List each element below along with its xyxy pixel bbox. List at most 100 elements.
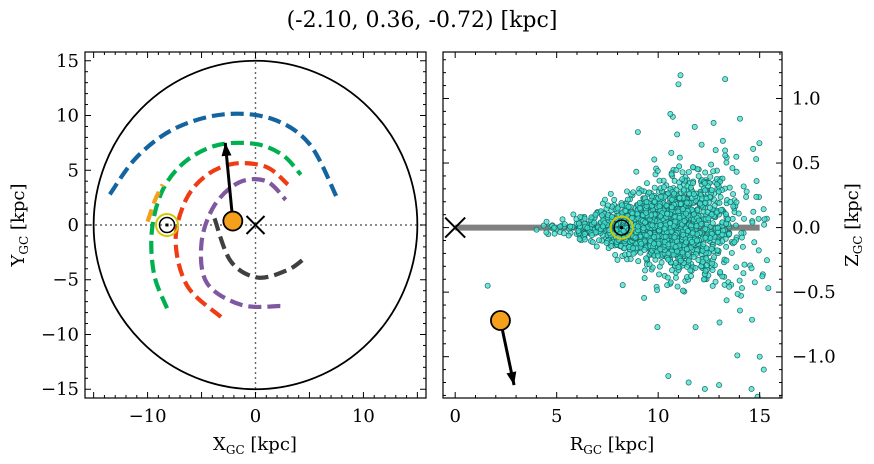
scatter-point [612, 251, 619, 258]
left-xtick-label: −10 [129, 406, 167, 427]
scatter-point [734, 290, 741, 297]
scatter-point [695, 257, 702, 263]
scatter-point [706, 204, 713, 211]
scatter-outlier [677, 72, 684, 79]
scatter-point [649, 222, 656, 229]
scatter-point [692, 265, 699, 271]
scatter-point [675, 264, 682, 271]
scatter-point [730, 203, 737, 210]
scatter-point [710, 168, 717, 175]
galactic-disk-boundary [92, 59, 419, 391]
scatter-point [618, 202, 625, 209]
left-ticks: −10 0 10 −15 −10 −5 0 5 10 15 [41, 51, 426, 427]
scatter-point [741, 261, 748, 268]
right-xtick-label: 5 [551, 406, 562, 427]
scatter-point [650, 240, 657, 247]
scatter-point [633, 168, 640, 175]
scatter-point [656, 271, 662, 278]
scatter-outlier [685, 379, 692, 386]
scatter-point [730, 191, 736, 198]
scatter-point [753, 156, 760, 163]
scatter-point [667, 220, 674, 227]
scatter-point [543, 229, 550, 236]
scatter-point [611, 196, 618, 203]
scatter-point [761, 216, 768, 223]
scatter-point [736, 277, 743, 284]
right-ytick-label: −0.5 [792, 282, 836, 303]
scatter-point [764, 257, 770, 264]
scatter-outlier [722, 76, 729, 83]
scatter-point [641, 275, 648, 282]
scatter-point [743, 193, 750, 200]
scatter-point [680, 186, 687, 193]
scatter-point [636, 205, 643, 211]
right-xtick-label: 0 [449, 406, 460, 427]
scatter-point [641, 246, 648, 253]
scatter-point [701, 180, 708, 187]
scatter-points [484, 72, 772, 398]
scatter-point [722, 211, 729, 218]
left-ytick-label: 5 [68, 160, 79, 181]
scatter-point [702, 169, 709, 176]
scatter-point [719, 137, 726, 144]
scatter-point [749, 316, 755, 323]
scatter-point [640, 225, 647, 232]
scatter-point [760, 206, 767, 213]
scatter-point [654, 287, 661, 294]
scatter-point [637, 249, 644, 256]
right-ytick-label: 0.0 [792, 218, 821, 239]
scatter-point [688, 273, 695, 280]
scatter-point [593, 243, 600, 250]
scatter-point [731, 239, 738, 246]
left-ytick-label: −15 [41, 379, 79, 400]
scatter-point [602, 196, 608, 203]
scatter-point [712, 147, 719, 154]
scatter-point [632, 234, 639, 241]
scatter-point [709, 267, 716, 274]
scatter-point [723, 220, 730, 227]
scatter-point [698, 220, 705, 227]
scatter-point [627, 255, 634, 262]
scatter-point [668, 149, 675, 156]
scatter-point [702, 187, 709, 194]
scatter-point [543, 218, 550, 225]
spiral-arm-2 [149, 140, 303, 310]
right-star-position [490, 310, 511, 331]
scatter-point [575, 220, 582, 227]
scatter-point [643, 232, 650, 239]
scatter-point [689, 239, 695, 245]
right-ytick-label: 1.0 [792, 88, 821, 109]
scatter-point [648, 193, 655, 200]
right-axes-frame [442, 51, 783, 399]
scatter-point [560, 230, 567, 237]
scatter-outlier [675, 81, 682, 88]
scatter-point [540, 222, 547, 229]
scatter-point [736, 307, 743, 314]
scatter-point [621, 245, 628, 252]
scatter-point [740, 183, 747, 190]
scatter-point [708, 211, 715, 218]
scatter-point [676, 195, 683, 201]
scatter-point [559, 216, 566, 223]
scatter-point [608, 243, 615, 250]
scatter-point [709, 220, 716, 227]
scatter-point [756, 140, 763, 147]
scatter-point [654, 252, 661, 259]
spiral-arm-1 [108, 111, 339, 198]
scatter-point [683, 246, 690, 253]
scatter-point [726, 283, 733, 290]
scatter-point [630, 245, 636, 252]
scatter-point [643, 255, 650, 262]
scatter-point [693, 223, 700, 229]
scatter-point [674, 248, 680, 255]
scatter-point [707, 173, 714, 180]
scatter-point [551, 224, 558, 231]
right-sun-ring-inner [613, 219, 630, 236]
scatter-point [702, 234, 709, 241]
scatter-point [641, 295, 648, 301]
scatter-point [551, 230, 558, 237]
scatter-point [697, 200, 704, 207]
scatter-point [737, 115, 743, 122]
scatter-point [690, 191, 697, 198]
scatter-point [716, 319, 723, 326]
